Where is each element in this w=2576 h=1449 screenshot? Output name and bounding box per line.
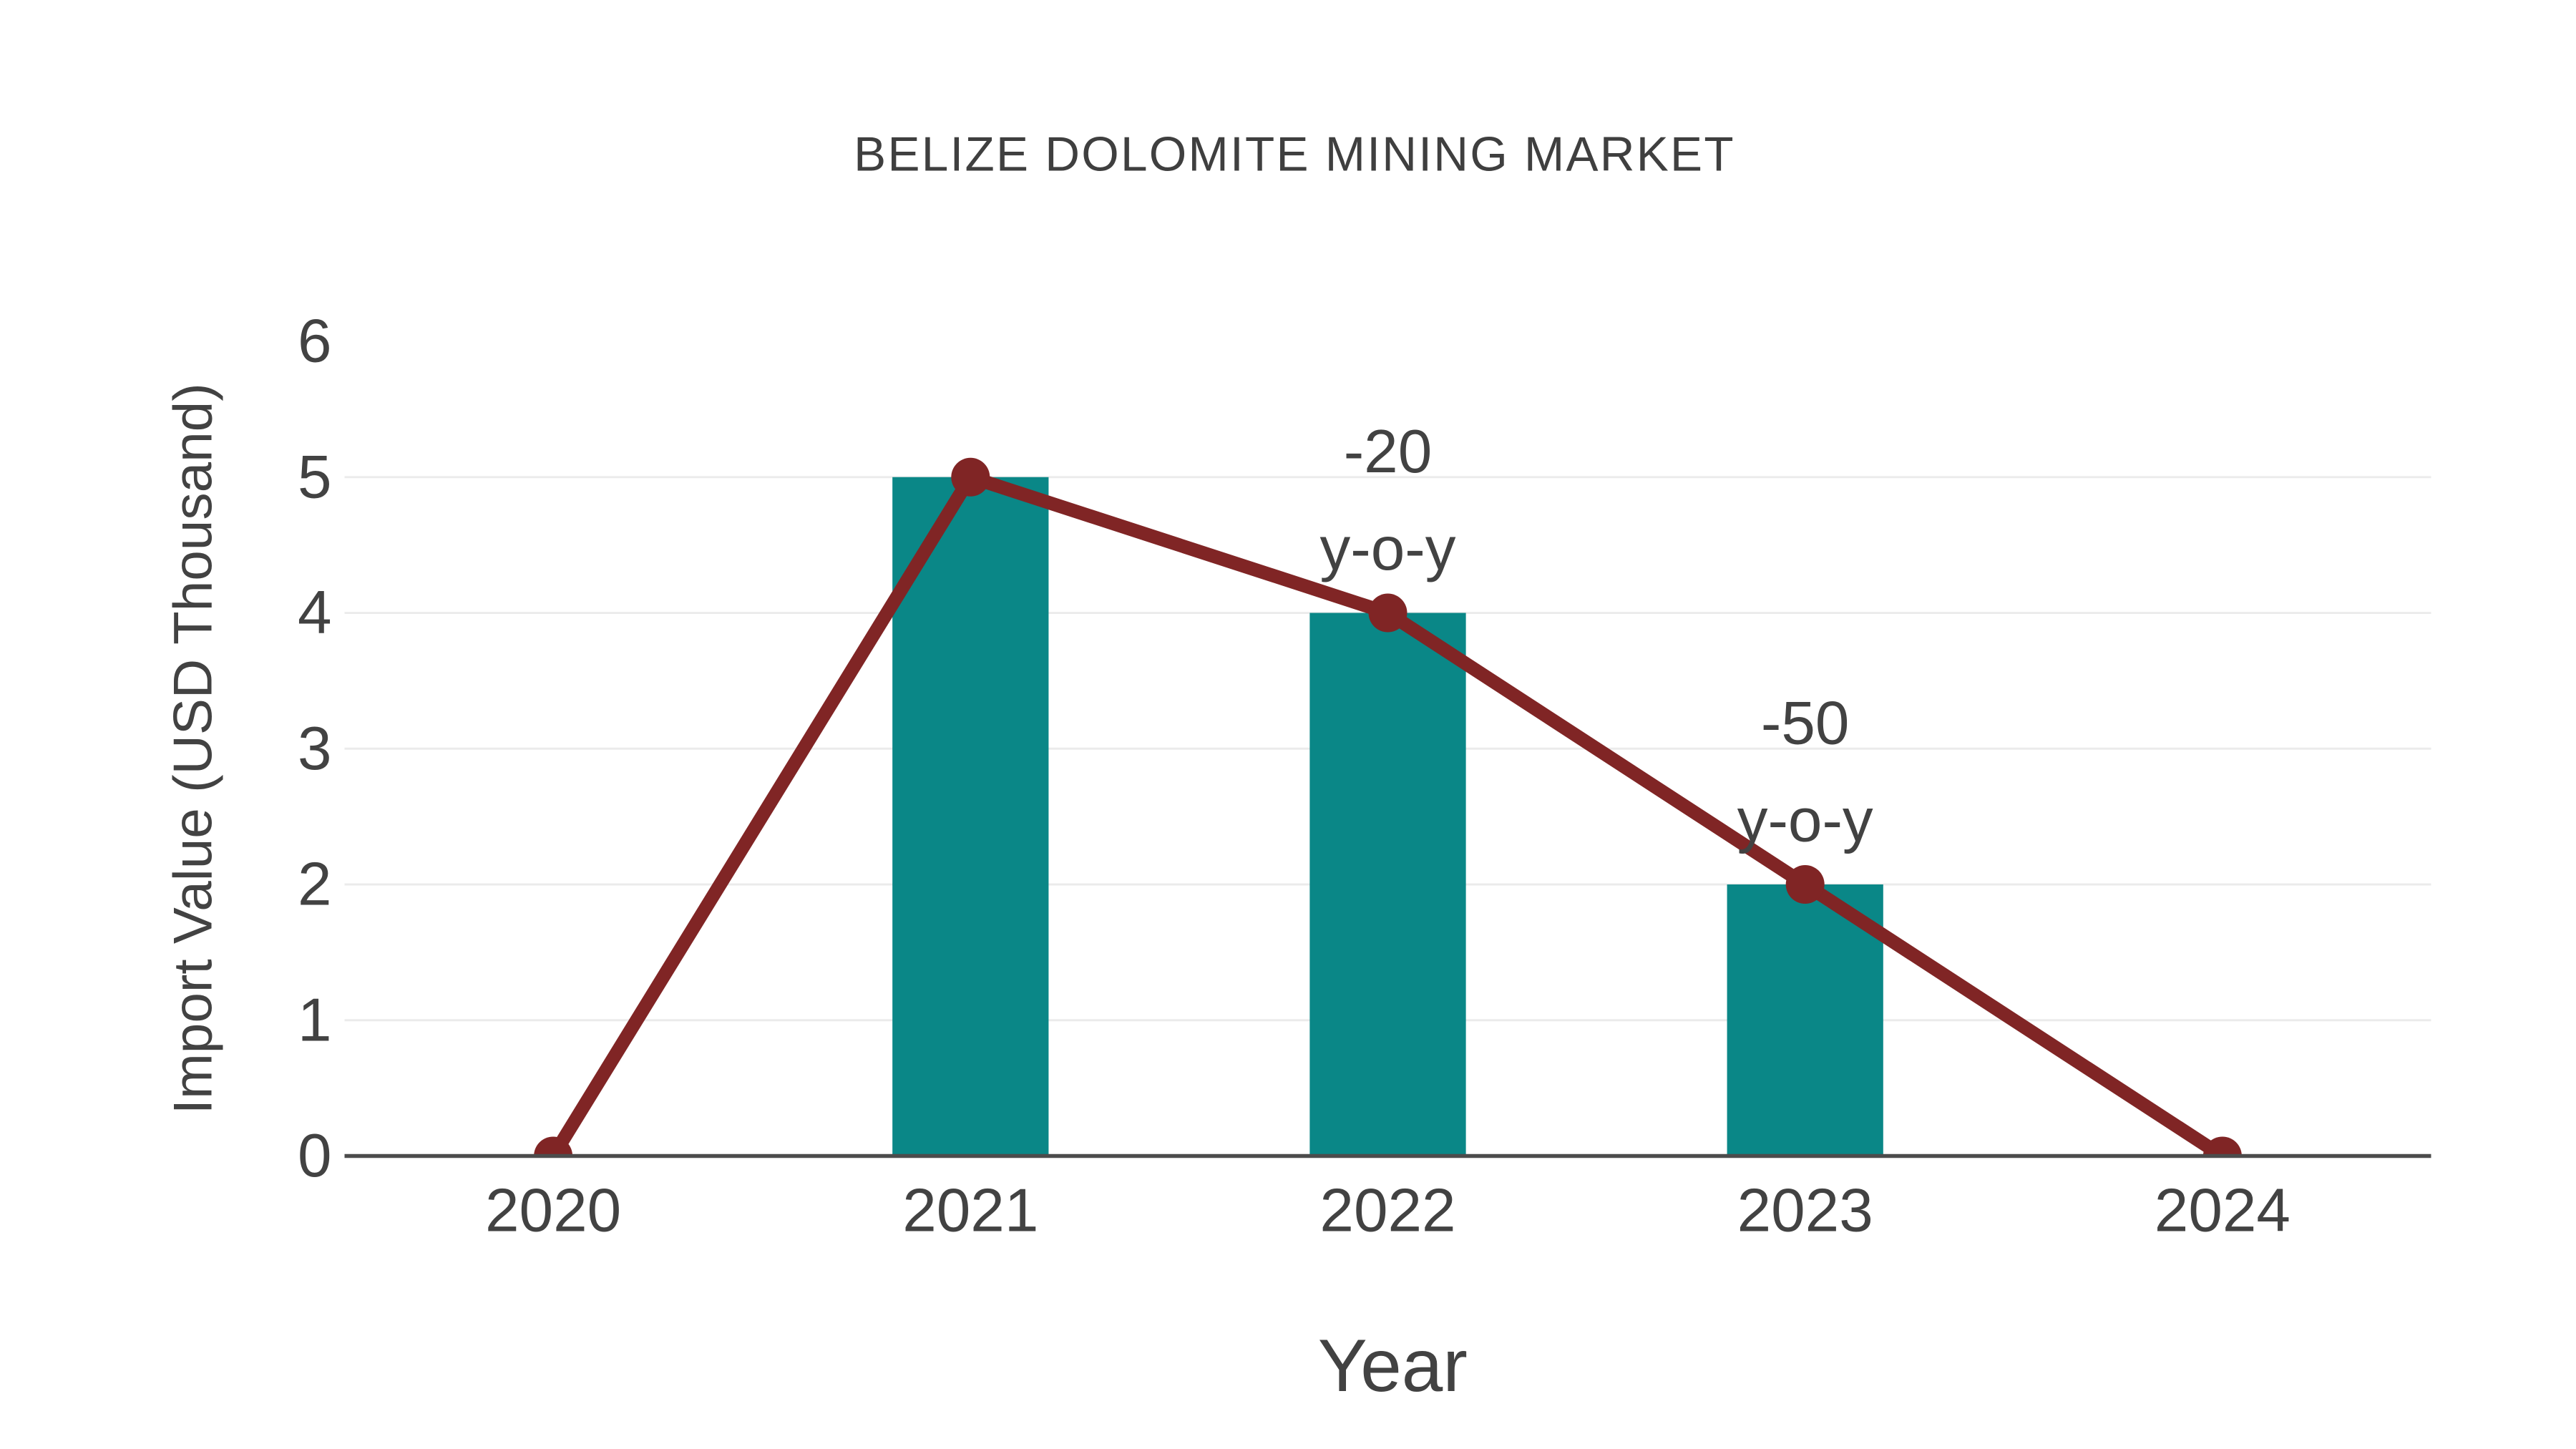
x-tick-label: 2022: [1319, 1177, 1455, 1245]
x-tick-label: 2021: [902, 1177, 1038, 1245]
y-tick-label: 0: [298, 1122, 332, 1190]
annotations: -20 y-o-y -50 y-o-y: [1320, 418, 1873, 855]
bar[interactable]: [1727, 884, 1883, 1156]
data-point-marker[interactable]: [534, 1136, 573, 1176]
data-point-marker[interactable]: [1785, 865, 1825, 904]
bar-series: [892, 477, 1883, 1156]
y-tick-label: 2: [298, 851, 332, 919]
chart-title: BELIZE DOLOMITE MINING MARKET: [854, 128, 1735, 182]
data-point-marker[interactable]: [1368, 593, 1407, 633]
y-tick-label: 3: [298, 715, 332, 783]
data-point-marker[interactable]: [2202, 1136, 2242, 1176]
bar[interactable]: [892, 477, 1049, 1156]
annotation: -20 y-o-y: [1320, 418, 1456, 583]
x-tick-label: 2023: [1737, 1177, 1873, 1245]
line-series: [534, 457, 2242, 1176]
x-tick-label: 2024: [2155, 1177, 2290, 1245]
y-tick-label: 6: [298, 308, 332, 376]
annotation-line: y-o-y: [1320, 515, 1456, 583]
y-axis-title: Import Value (USD Thousand): [163, 383, 224, 1114]
x-tick-label: 2020: [485, 1177, 621, 1245]
y-tick-label: 4: [298, 579, 332, 647]
data-point-marker[interactable]: [951, 457, 990, 497]
y-tick-label: 1: [298, 986, 332, 1054]
annotation: -50 y-o-y: [1737, 690, 1873, 855]
tick-labels: 0 1 2 3 4 5 6 2020 2021 2022 2023 2024: [298, 308, 2290, 1245]
y-tick-label: 5: [298, 443, 332, 511]
x-axis-title: Year: [1318, 1324, 1468, 1407]
bar[interactable]: [1309, 613, 1466, 1156]
annotation-line: -50: [1761, 690, 1850, 758]
annotation-line: y-o-y: [1737, 787, 1873, 855]
annotation-line: -20: [1344, 418, 1433, 486]
